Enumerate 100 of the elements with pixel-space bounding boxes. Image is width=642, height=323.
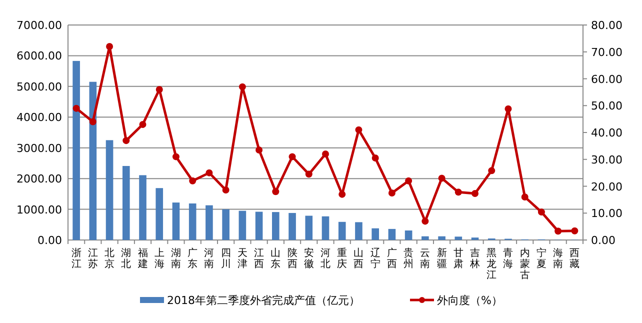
x-tick-label: 新疆 <box>436 247 447 270</box>
point <box>538 208 545 216</box>
bar <box>404 230 412 240</box>
point <box>72 104 80 112</box>
point <box>322 150 329 158</box>
bar <box>255 212 263 240</box>
x-tick-label: 宁夏 <box>536 247 546 270</box>
point <box>305 170 312 178</box>
point <box>189 177 196 184</box>
x-tick-label: 山西 <box>354 247 364 270</box>
point <box>521 194 528 200</box>
bar <box>372 228 379 240</box>
x-tick-label: 河南 <box>204 247 214 270</box>
bar <box>106 140 114 240</box>
x-tick-label: 海南 <box>553 247 564 270</box>
point <box>554 228 562 235</box>
point <box>472 190 479 198</box>
legend-label: 外向度（%） <box>437 294 502 307</box>
x-tick-label: 江西 <box>254 247 264 270</box>
x-tick-label: 青海 <box>503 247 514 270</box>
y2-tick-label: 70.00 <box>591 46 622 59</box>
bar <box>89 82 97 240</box>
x-tick-label: 安徽 <box>304 247 314 270</box>
point <box>405 177 412 184</box>
x-tick-label: 广东 <box>188 247 198 270</box>
y-tick-label: 0.00 <box>38 234 62 247</box>
x-tick-label: 广西 <box>386 247 397 270</box>
legend-label: 2018年第二季度外省完成产值（亿元） <box>167 294 360 307</box>
point <box>106 43 114 50</box>
x-tick-label: 山东 <box>270 247 281 270</box>
x-tick-label: 西藏 <box>570 248 580 270</box>
y2-tick-label: 30.00 <box>591 153 622 166</box>
y-tick-label: 2000.00 <box>16 172 62 186</box>
y2-tick-label: 80.00 <box>591 19 622 32</box>
bar <box>238 210 246 240</box>
y-tick-label: 5000.00 <box>16 80 62 94</box>
bar <box>388 228 396 240</box>
bar <box>288 212 296 240</box>
point <box>139 120 146 128</box>
point <box>272 188 280 196</box>
x-tick-label: 湖北 <box>121 247 132 270</box>
y2-tick-label: 60.00 <box>591 72 622 86</box>
x-tick-label: 河北 <box>320 247 330 270</box>
x-tick-label: 北京 <box>104 247 115 270</box>
bar <box>188 203 196 240</box>
x-tick-label: 甘肃 <box>453 247 464 270</box>
point <box>222 186 230 194</box>
point <box>571 227 578 234</box>
bar <box>338 222 346 240</box>
bar <box>206 205 213 240</box>
x-tick-label: 浙江 <box>71 247 82 270</box>
x-tick-label: 云南 <box>420 248 430 270</box>
bar <box>72 60 80 240</box>
y-tick-label: 4000.00 <box>16 111 62 124</box>
y2-tick-label: 10.00 <box>591 207 622 220</box>
bar <box>305 216 313 240</box>
point <box>338 190 346 198</box>
y-tick-label: 1000.00 <box>16 203 62 216</box>
x-tick-label: 贵州 <box>404 247 414 270</box>
point <box>355 126 362 134</box>
y-tick-label: 3000.00 <box>16 142 62 155</box>
y-tick-label: 7000.00 <box>16 19 62 32</box>
point <box>388 189 396 196</box>
bar <box>272 212 280 240</box>
x-tick-label: 天津 <box>237 248 248 270</box>
bar <box>222 209 230 240</box>
point <box>89 118 96 126</box>
y2-tick-label: 0.00 <box>591 234 616 247</box>
bar <box>322 216 330 240</box>
point <box>206 169 213 176</box>
point <box>122 137 130 144</box>
bar <box>172 202 180 240</box>
point <box>422 218 429 225</box>
x-tick-label: 重庆 <box>337 247 348 270</box>
y2-tick-label: 50.00 <box>591 100 622 113</box>
x-tick-label: 江苏 <box>88 247 98 270</box>
point <box>488 167 496 174</box>
point <box>156 86 163 93</box>
y2-tick-label: 40.00 <box>591 126 622 140</box>
x-tick-label: 内蒙古 <box>520 247 530 281</box>
point <box>238 83 246 90</box>
y2-tick-label: 20.00 <box>591 180 622 194</box>
point <box>504 105 512 112</box>
bar <box>422 236 429 240</box>
x-tick-label: 上海 <box>154 247 164 270</box>
point <box>438 174 446 182</box>
bar <box>438 236 446 240</box>
x-tick-label: 黑龙江 <box>486 248 497 281</box>
bar <box>122 166 130 240</box>
bar <box>454 236 462 240</box>
x-tick-label: 陕西 <box>287 247 298 270</box>
x-tick-label: 吉林 <box>469 247 480 270</box>
y-tick-label: 6000.00 <box>16 50 62 63</box>
bar <box>139 175 146 240</box>
x-tick-label: 四川 <box>220 248 231 270</box>
point <box>372 154 379 162</box>
x-tick-label: 湖南 <box>170 247 181 270</box>
bar <box>156 188 164 240</box>
x-tick-label: 福建 <box>136 247 148 270</box>
point <box>454 188 462 196</box>
